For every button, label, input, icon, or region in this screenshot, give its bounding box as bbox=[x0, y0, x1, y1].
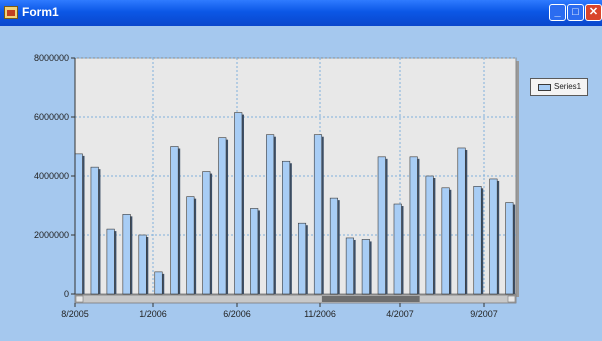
x-tick-label: 1/2006 bbox=[139, 309, 167, 319]
maximize-button[interactable]: □ bbox=[567, 4, 584, 21]
x-tick-label: 8/2005 bbox=[61, 309, 89, 319]
bar bbox=[425, 175, 434, 295]
form-app-icon[interactable] bbox=[4, 6, 18, 19]
bar bbox=[250, 208, 259, 295]
legend-swatch bbox=[538, 84, 551, 91]
title-bar[interactable]: Form1 _ □ ✕ bbox=[0, 0, 602, 26]
close-icon: ✕ bbox=[588, 6, 599, 18]
bar bbox=[186, 196, 195, 295]
close-button[interactable]: ✕ bbox=[585, 4, 602, 21]
window-title: Form1 bbox=[22, 5, 59, 19]
bar bbox=[138, 234, 147, 295]
maximize-icon: □ bbox=[572, 6, 579, 18]
bar bbox=[505, 202, 514, 295]
chart-area: 0 2000000 4000000 6000000 8000000 8/2005 1/200… bbox=[34, 53, 519, 319]
x-scrollbar-right-button[interactable] bbox=[507, 295, 516, 303]
y-tick-label: 6000000 bbox=[34, 112, 69, 122]
bar bbox=[74, 153, 83, 295]
bar bbox=[473, 186, 482, 295]
bar bbox=[313, 134, 323, 295]
y-tick-label: 4000000 bbox=[34, 171, 69, 181]
bar bbox=[361, 239, 370, 295]
bar bbox=[106, 228, 115, 295]
bar bbox=[441, 187, 450, 295]
bar bbox=[282, 160, 291, 295]
bar bbox=[218, 137, 227, 295]
bar bbox=[329, 197, 338, 295]
x-tick-label: 9/2007 bbox=[470, 309, 498, 319]
bar bbox=[154, 271, 163, 295]
bar bbox=[170, 146, 179, 295]
chart-legend: Series1 bbox=[530, 78, 588, 96]
y-tick-label: 8000000 bbox=[34, 53, 69, 63]
bar bbox=[90, 166, 99, 295]
bar bbox=[393, 203, 402, 295]
x-tick-label: 6/2006 bbox=[223, 309, 251, 319]
bar bbox=[489, 178, 498, 295]
bar bbox=[297, 222, 307, 295]
x-tick-label: 4/2007 bbox=[386, 309, 414, 319]
minimize-button[interactable]: _ bbox=[549, 4, 566, 21]
x-scrollbar-track[interactable] bbox=[74, 294, 517, 304]
legend-label: Series1 bbox=[554, 82, 582, 91]
x-tick-label: 11/2006 bbox=[304, 309, 336, 319]
bar bbox=[345, 237, 354, 295]
bar bbox=[409, 156, 418, 295]
bar bbox=[234, 112, 243, 295]
x-scrollbar-left-button[interactable] bbox=[75, 295, 84, 303]
form-client-area: 0 2000000 4000000 6000000 8000000 8/2005 1/200… bbox=[0, 26, 602, 341]
bar bbox=[266, 134, 275, 295]
bar bbox=[457, 147, 466, 295]
bar bbox=[202, 171, 211, 295]
bar bbox=[377, 156, 386, 295]
bar bbox=[122, 214, 131, 295]
y-tick-label: 2000000 bbox=[34, 230, 69, 240]
x-scrollbar-thumb[interactable] bbox=[321, 296, 420, 302]
y-tick-label: 0 bbox=[64, 289, 69, 299]
minimize-icon: _ bbox=[554, 6, 561, 18]
